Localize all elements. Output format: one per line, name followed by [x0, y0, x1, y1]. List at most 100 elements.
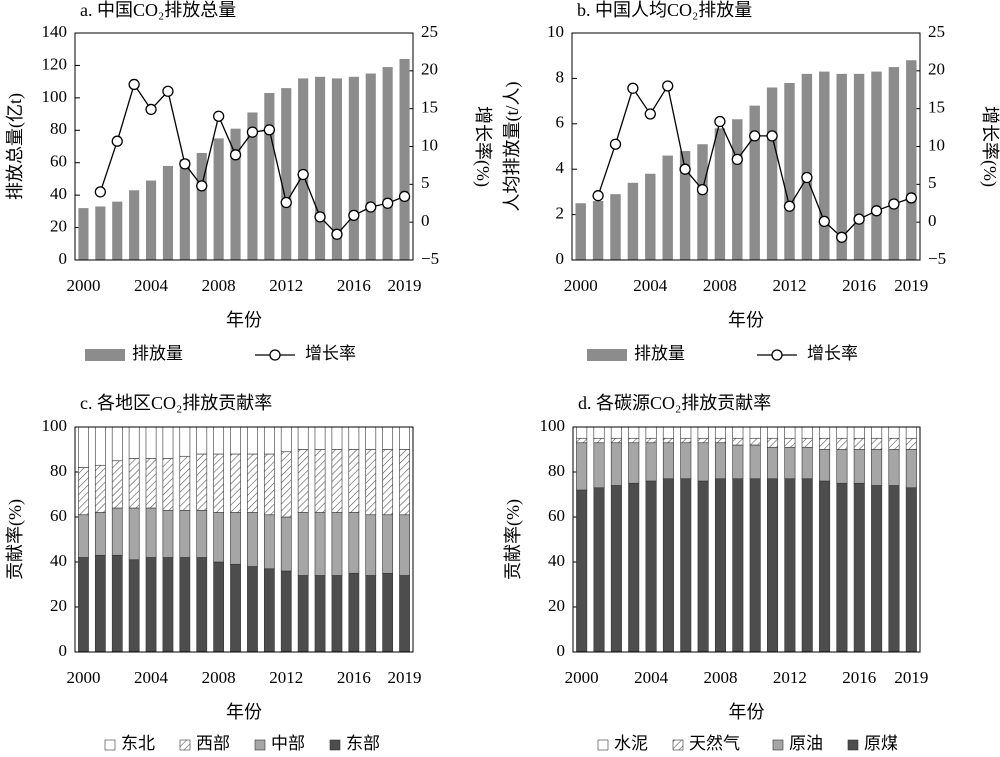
y-tick-label: 0	[59, 641, 68, 660]
bar-segment	[576, 437, 588, 444]
bar-segment	[767, 446, 779, 480]
bar-segment	[111, 507, 123, 556]
bar	[853, 73, 865, 260]
bar-segment	[94, 464, 106, 513]
y-tick-label: 6	[556, 113, 565, 132]
growth-marker	[348, 209, 360, 222]
y2-tick-label: 0	[928, 211, 937, 230]
y2-axis-label: 增长率(%)	[979, 106, 1000, 187]
bar	[801, 73, 813, 260]
y-tick-label: 60	[50, 152, 67, 171]
growth-marker	[801, 171, 813, 184]
bar-segment	[213, 453, 225, 513]
y2-tick-label: 25	[928, 22, 945, 41]
growth-marker	[592, 190, 604, 202]
bar-segment	[314, 575, 326, 653]
bar-segment	[230, 512, 241, 565]
growth-marker	[749, 130, 761, 142]
y-axis-label: 贡献率(%)	[5, 499, 26, 580]
bar-segment	[263, 514, 275, 570]
x-axis-label: 年份	[226, 310, 262, 330]
x-tick-label: 2016	[337, 668, 371, 687]
y-tick-label: 0	[557, 641, 566, 660]
bar-segment	[888, 437, 900, 450]
x-tick-label: 2000	[66, 668, 100, 687]
bar	[645, 173, 656, 260]
y2-tick-label: 5	[928, 173, 937, 192]
y-tick-label: 4	[556, 158, 565, 177]
bar-segment	[280, 451, 292, 518]
bar-segment	[196, 426, 208, 455]
bar	[399, 58, 410, 260]
legend-swatch	[597, 739, 609, 751]
legend-label: 西部	[196, 734, 230, 753]
bar-segment	[749, 478, 761, 653]
bar-segment	[94, 512, 106, 556]
x-tick-label: 2016	[337, 276, 371, 295]
bar-segment	[714, 437, 726, 444]
bar-segment	[94, 554, 106, 653]
bar-segment	[732, 444, 744, 480]
bar-segment	[905, 437, 917, 450]
bar-segment	[576, 489, 588, 653]
legend-swatch	[329, 739, 341, 751]
legend-label: 原油	[789, 734, 823, 753]
bar	[627, 182, 639, 260]
x-tick-label: 2004	[134, 276, 169, 295]
bar-segment	[576, 426, 588, 439]
legend-label: 原煤	[864, 734, 898, 753]
y2-tick-label: 5	[421, 173, 430, 192]
bar-segment	[280, 570, 292, 653]
bar-segment	[888, 426, 900, 439]
bar-segment	[128, 458, 140, 509]
growth-marker	[679, 163, 691, 175]
growth-marker	[297, 168, 309, 181]
growth-marker	[853, 213, 865, 225]
y-tick-label: 10	[547, 22, 564, 41]
bar-segment	[680, 442, 692, 480]
legend-swatch	[254, 739, 266, 751]
y-tick-label: 40	[50, 184, 67, 203]
x-tick-label: 2008	[202, 276, 236, 295]
x-tick-label: 2016	[842, 276, 876, 295]
bar	[247, 112, 258, 260]
bar-segment	[162, 557, 174, 653]
legend-swatch	[104, 739, 116, 751]
bar-segment	[697, 426, 709, 439]
bar-segment	[111, 554, 123, 653]
bar	[836, 73, 847, 260]
x-tick-label: 2000	[565, 668, 599, 687]
legend-swatch	[587, 349, 627, 361]
x-tick-label: 2008	[703, 668, 737, 687]
bar-segment	[179, 455, 191, 511]
legend-label: 排放量	[634, 344, 685, 363]
bar-segment	[145, 458, 157, 509]
bar	[145, 180, 157, 260]
bar-segment	[836, 426, 848, 439]
bar-segment	[382, 426, 394, 450]
bar-segment	[697, 480, 709, 653]
bar	[610, 194, 621, 260]
x-tick-label: 2016	[842, 668, 876, 687]
bar-segment	[111, 426, 123, 462]
plot-frame	[571, 32, 921, 261]
chart-title: d. 各碳源CO₂排放贡献率	[578, 393, 771, 413]
bar-segment	[399, 575, 410, 653]
legend-label: 东北	[121, 734, 155, 753]
bar-segment	[871, 485, 883, 653]
bar-segment	[749, 426, 761, 439]
legend-label: 排放量	[132, 344, 183, 363]
x-axis-label: 年份	[728, 310, 764, 330]
y-axis-label: 贡献率(%)	[503, 499, 524, 580]
y-tick-label: 80	[50, 119, 67, 138]
bar-segment	[230, 563, 241, 653]
y-axis-label: 排放总量(亿t)	[5, 93, 26, 200]
growth-marker	[714, 115, 726, 128]
growth-marker	[609, 138, 622, 150]
bar-segment	[162, 458, 174, 511]
x-tick-label: 2019	[894, 276, 928, 295]
y-axis-label: 人均排放量(t/人)	[502, 82, 523, 212]
bar-segment	[365, 449, 377, 516]
bar-segment	[314, 512, 326, 576]
bar-segment	[230, 453, 241, 513]
